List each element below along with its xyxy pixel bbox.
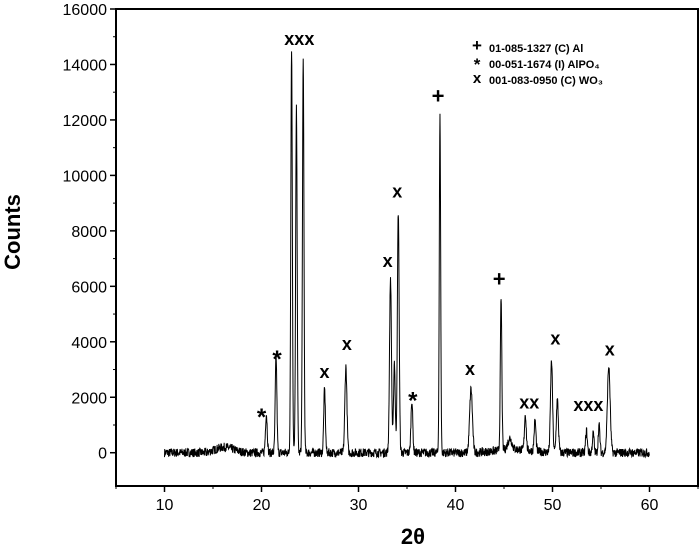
x-tick-label: 10 <box>156 497 174 514</box>
peak-marker: * <box>257 404 267 431</box>
peak-marker: xxx <box>573 395 603 415</box>
y-tick-label: 6000 <box>71 279 107 296</box>
peak-marker: * <box>408 387 418 414</box>
legend-symbol: x <box>473 70 482 87</box>
peak-marker: + <box>493 266 506 291</box>
x-tick-label: 40 <box>447 497 465 514</box>
legend-label: 01-085-1327 (C) Al <box>489 43 583 55</box>
peak-marker: x <box>383 251 393 271</box>
peak-marker: x <box>465 359 475 379</box>
legend-symbol: + <box>472 36 482 55</box>
legend: +01-085-1327 (C) Al * 00-051-1674 (I) AlPO… <box>472 36 603 87</box>
peak-marker: xx <box>519 392 539 412</box>
peak-marker: x <box>342 334 352 354</box>
y-tick-label: 2000 <box>71 390 107 407</box>
legend-label: 00-051-1674 (I) AlPO₄ <box>489 59 600 71</box>
peak-marker: x <box>550 329 560 349</box>
peak-marker: * <box>272 346 282 373</box>
y-tick-label: 0 <box>98 446 107 463</box>
y-tick-label: 16000 <box>63 2 108 19</box>
peak-marker: x <box>605 340 615 360</box>
series-group <box>164 51 650 459</box>
y-tick-label: 14000 <box>63 57 108 74</box>
y-tick-label: 12000 <box>63 113 108 130</box>
peak-marker: x <box>320 362 330 382</box>
xrd-pattern-line <box>164 51 650 459</box>
x-tick-label: 20 <box>253 497 271 514</box>
peak-marker: xxx <box>284 29 314 49</box>
y-axis-title: Counts <box>0 194 25 270</box>
legend-symbol: * <box>474 55 481 74</box>
x-tick-label: 30 <box>350 497 368 514</box>
y-axis-ticks: 0 2000 4000 6000 8000 10000 12000 14000 16000 <box>63 2 116 463</box>
y-tick-label: 10000 <box>63 168 108 185</box>
x-tick-label: 50 <box>544 497 562 514</box>
y-tick-label: 4000 <box>71 335 107 352</box>
y-tick-label: 8000 <box>71 224 107 241</box>
x-axis-title: 2θ <box>401 524 425 549</box>
peak-marker: x <box>392 182 402 202</box>
x-tick-label: 60 <box>641 497 659 514</box>
x-axis-ticks: 10 20 30 40 50 60 <box>115 486 699 514</box>
peak-marker: + <box>432 83 445 108</box>
legend-label: 001-083-0950 (C) WO₃ <box>489 75 603 87</box>
